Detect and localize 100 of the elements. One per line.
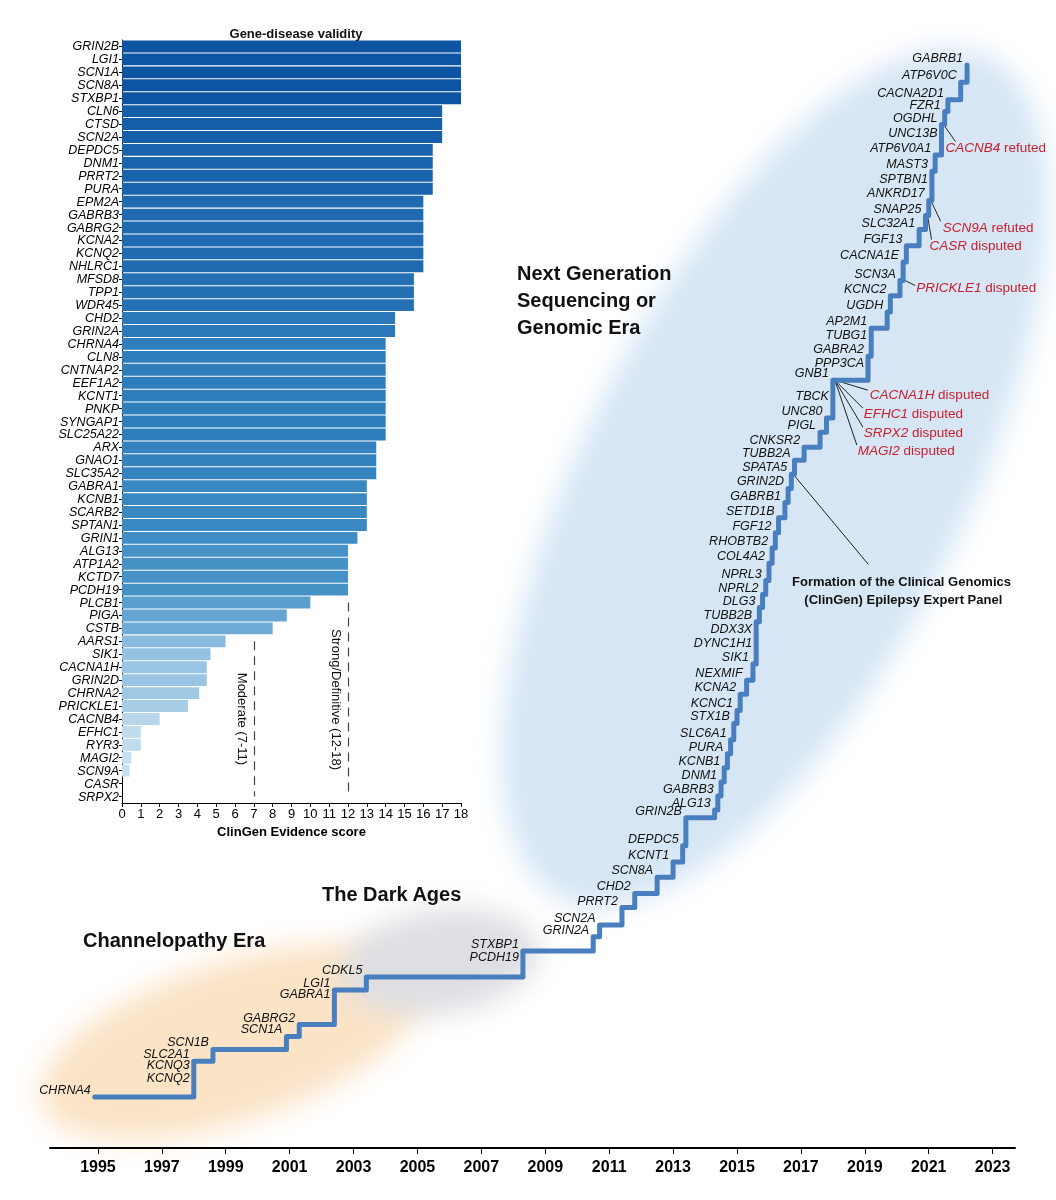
x-tick-label: 2005 [399,1157,436,1175]
y-tick-label: GRIN2D [71,673,119,688]
annotation: NEXMIF [695,666,744,681]
y-tick-label: SLC35A2 [65,466,120,481]
annotation: OGDHL [893,110,938,125]
annotation: ANKRD17 [866,186,926,201]
y-tick-label: MAGI2 [80,750,120,765]
annotation: AP2M1 [825,314,868,329]
annotation: SCN1B [167,1035,209,1050]
annotation: CASR disputed [929,238,1022,254]
annotation: CDKL5 [322,962,363,977]
annotation: TUBG1 [825,328,868,343]
annotation: STXBP1 [470,936,519,951]
y-tick-label: KCTD7 [78,569,121,584]
y-tick-label: MFSD8 [76,272,120,287]
y-tick-label: PRRT2 [78,168,120,183]
y-tick-label: CLN8 [87,349,120,364]
y-tick-label: ATP1A2 [72,556,120,571]
y-tick-label: GNAO1 [75,453,119,468]
y-tick-label: EEF1A2 [72,375,120,390]
y-tick-label: CLN6 [87,104,120,119]
annotation: GABRB1 [730,488,781,503]
annotation: PRICKLE1 disputed [916,280,1037,296]
annotation: DEPDC5 [627,831,679,846]
annotation: CNKSR2 [749,433,801,448]
annotation: UNC13B [888,125,938,140]
x-tick-label: 3 [174,806,183,821]
annotation: RHOBTB2 [709,534,769,549]
annotation: SIK1 [721,649,749,664]
x-tick-label: 1999 [207,1157,244,1175]
y-tick-label: KCNA2 [77,233,120,248]
annotation: CHD2 [596,879,631,894]
annotation: MAGI2 disputed [857,442,955,458]
x-tick-label: 11 [322,806,336,821]
annotation: GABRA2 [813,342,865,357]
x-tick-label: 16 [416,806,431,821]
annotation: SPTBN1 [879,172,928,187]
annotation: GRIN2A [542,922,590,937]
annotation: PURA [688,739,724,754]
x-tick-label: 2003 [335,1157,372,1175]
y-tick-label: PNKP [84,401,120,416]
annotation: KCNT1 [628,848,670,863]
annotation: Next Generation Sequencing or Genomic Era [517,261,678,338]
y-tick-label: SLC25A22 [58,427,120,442]
y-tick-label: GRIN1 [80,530,119,545]
annotation: KCNB1 [678,753,721,768]
annotation: SLC6A1 [680,725,727,740]
ref-line-label: Strong/Definitive (12-18) [329,629,344,770]
y-tick-label: NHLRC1 [68,259,119,274]
annotation: SRPX2 disputed [863,424,963,440]
annotation: DDX3X [710,621,753,636]
x-tick-label: 15 [397,806,412,821]
annotation: SCN8A [611,863,654,878]
annotation: CACNA2D1 [877,85,944,100]
x-tick-label: 1997 [144,1157,180,1175]
annotation: SCN9A refuted [942,219,1034,235]
annotation: KCNA2 [694,680,737,695]
annotation: SCN3A [854,266,896,281]
y-tick-label: GRIN2A [72,323,119,338]
y-tick-label: SYNGAP1 [59,414,119,429]
y-tick-label: RYR3 [86,737,120,752]
y-tick-label: SCN1A [77,65,119,80]
y-tick-label: DNM1 [83,155,119,170]
annotation: SETD1B [725,503,775,518]
y-tick-label: CHRNA2 [67,686,120,701]
x-tick-label: 2 [156,806,164,821]
annotation: UNC80 [781,404,823,419]
annotation: FGF13 [863,231,903,246]
annotation: KCNQ2 [146,1071,190,1086]
x-tick-label: 2021 [910,1157,947,1175]
x-tick-label: 1995 [80,1157,116,1175]
annotation: UGDH [846,297,885,312]
x-tick-label: 6 [231,806,239,821]
x-tick-label: 2009 [527,1157,564,1175]
y-tick-label: CSTB [85,621,119,636]
annotation: GABRB3 [663,782,714,797]
annotation: KCNC1 [690,696,733,711]
x-tick-label: 2023 [974,1157,1011,1175]
annotation: KCNQ3 [146,1058,190,1073]
y-tick-label: CNTNAP2 [60,362,120,377]
x-tick-label: 12 [340,806,356,821]
annotation: DYNC1H1 [693,635,753,650]
annotation: SPATA5 [742,460,788,475]
annotation: GABRG2 [243,1010,296,1025]
annotation: SNAP25 [873,201,922,216]
annotation: DNM1 [681,767,718,782]
y-tick-label: GRIN2B [72,39,119,54]
annotation: CACNA1E [840,248,900,263]
ref-line-label: Moderate (7-11) [234,672,250,766]
y-tick-label: SCN9A [77,763,119,778]
y-tick-label: GABRG2 [66,220,120,235]
y-tick-label: CHD2 [84,311,120,326]
y-tick-label: GABRB3 [68,207,120,222]
x-tick-label: 4 [193,806,201,821]
y-tick-label: CTSD [84,117,119,132]
x-tick-label: 2019 [847,1157,883,1175]
annotation: CACNB4 refuted [945,140,1047,156]
annotation: PRRT2 [577,893,619,908]
annotation: DLG3 [722,593,756,608]
annotation: SCN2A [553,910,596,925]
